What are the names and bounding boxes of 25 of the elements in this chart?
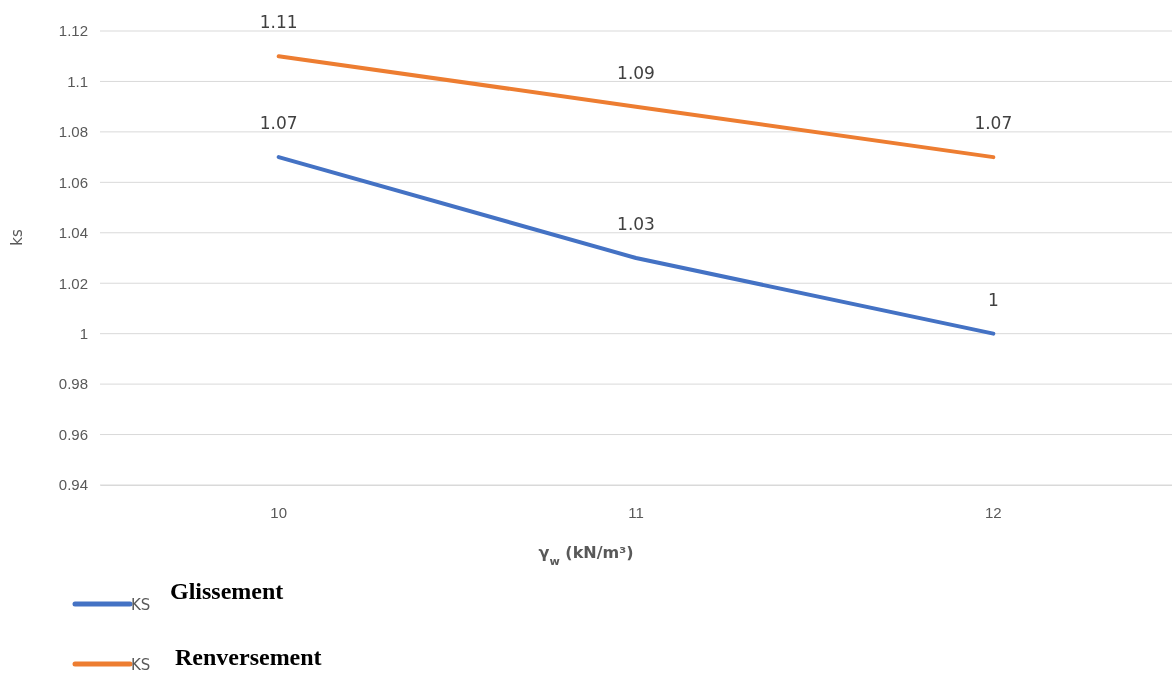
y-tick-label: 1.06 [58, 173, 88, 191]
y-tick-label: 1.02 [58, 274, 88, 292]
x-axis-title: γ$_{w}$ (kN/m³) [538, 543, 634, 568]
y-tick-label: 1.1 [67, 72, 88, 90]
x-tick-label: 11 [628, 503, 644, 521]
data-label: 1.03 [617, 214, 655, 234]
y-tick-label: 0.96 [58, 425, 88, 443]
y-tick-label: 1 [79, 324, 88, 342]
text: Glissement [170, 578, 284, 604]
data-label: 1.11 [259, 12, 298, 33]
y-tick-label: 0.98 [58, 375, 88, 393]
legend-label: KS [131, 596, 151, 614]
data-label: 1.07 [259, 113, 298, 134]
y-tick-label: 0.94 [58, 476, 88, 494]
data-label: 1.09 [617, 62, 655, 83]
y-axis-title: ks [8, 229, 26, 246]
y-tick-label: 1.12 [58, 22, 88, 40]
legend-label: KS [131, 656, 151, 674]
data-label: 1 [987, 289, 999, 310]
y-tick-label: 1.04 [58, 224, 88, 242]
data-label: 1.07 [974, 113, 1013, 134]
text: Renversement [175, 644, 322, 670]
y-tick-label: 1.08 [58, 123, 88, 141]
x-tick-label: 12 [984, 503, 1002, 521]
x-tick-label: 10 [270, 503, 288, 521]
